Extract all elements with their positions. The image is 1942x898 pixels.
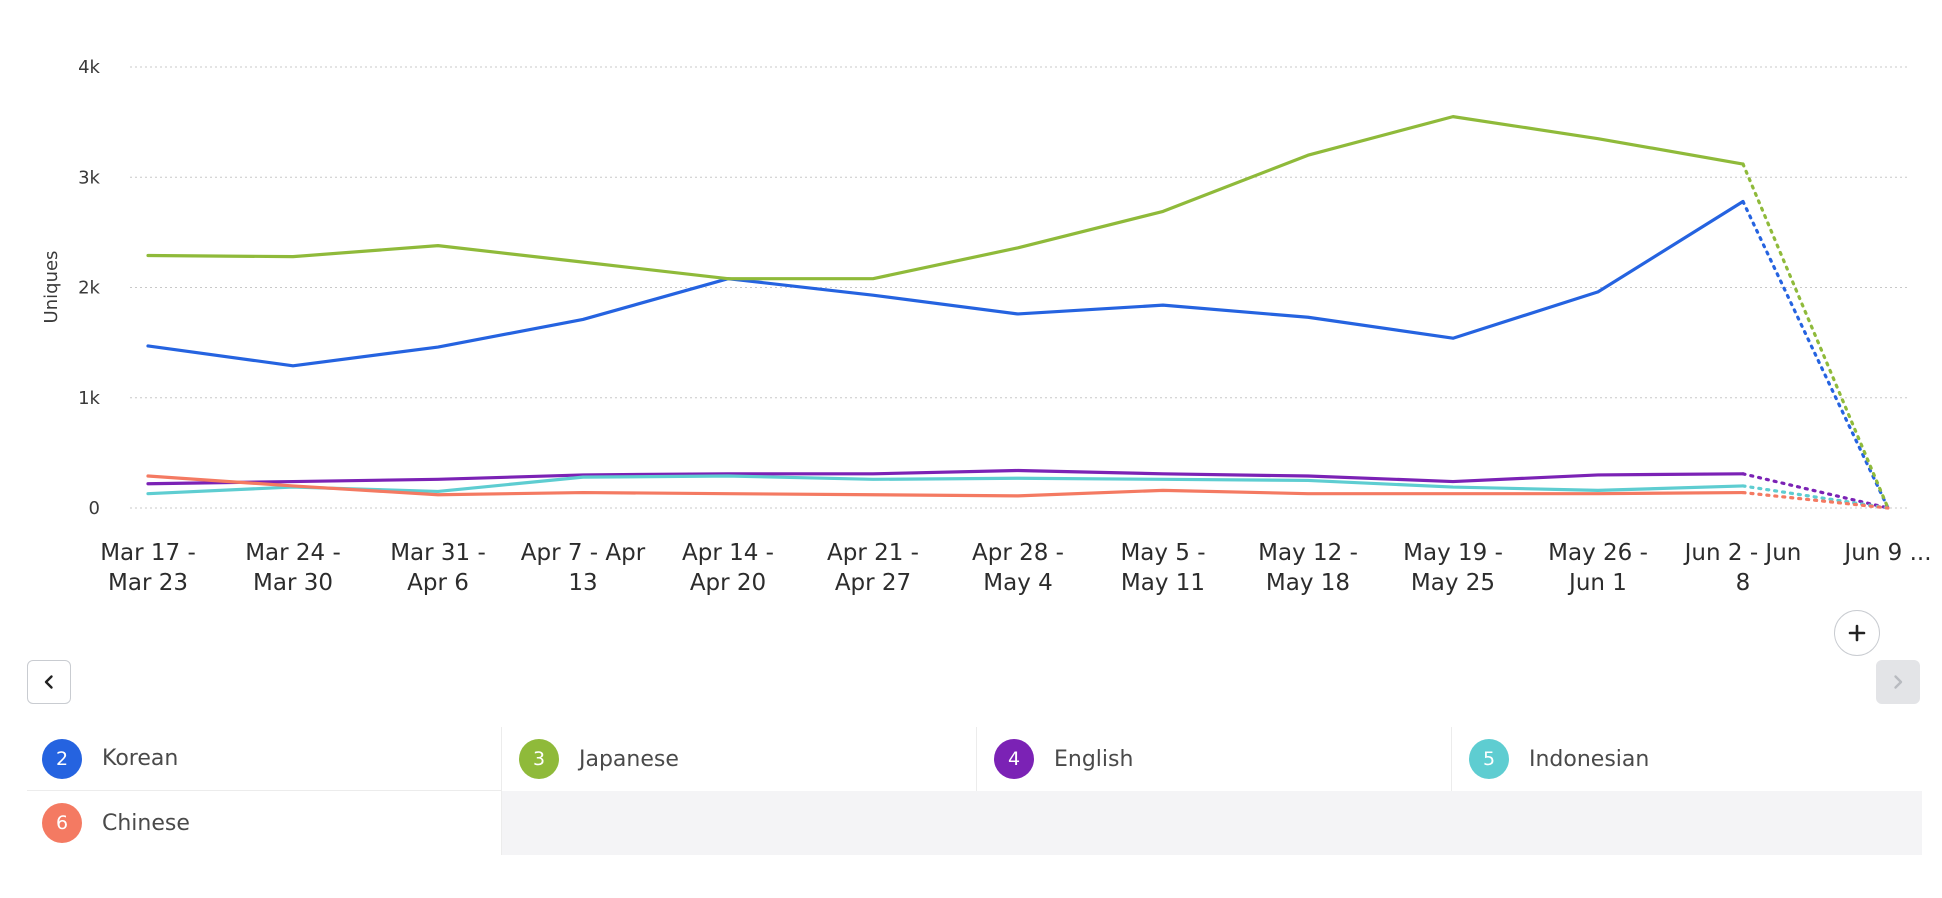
legend-label: Korean: [102, 746, 179, 771]
series-line-incomplete: [1741, 162, 1890, 510]
legend-empty-area: [502, 791, 1922, 855]
legend-label: Chinese: [102, 810, 190, 836]
x-tick-label: May 19 -May 25: [1403, 540, 1503, 596]
x-tick-label: Apr 7 - Apr 13: [521, 540, 646, 596]
x-axis-ticks: Mar 17 -Mar 23 Mar 24 -Mar 30 Mar 31 -Apr …: [100, 540, 1931, 596]
grid-lines: [130, 66, 1908, 509]
x-tick-label: May 12 -May 18: [1258, 540, 1358, 596]
series-japanese: [146, 115, 1890, 510]
x-tick-label: Apr 14 -Apr 20: [682, 540, 774, 596]
legend-label: Japanese: [579, 746, 679, 772]
legend-badge: 5: [1469, 739, 1509, 779]
x-tick-label: Mar 17 -Mar 23: [100, 540, 196, 596]
y-tick-label: 3k: [78, 167, 100, 188]
series-line-incomplete: [1741, 484, 1890, 510]
series-korean: [146, 199, 1890, 510]
legend-item-indonesian[interactable]: 5 Indonesian: [1454, 727, 1922, 791]
x-tick-label: Apr 21 -Apr 27: [827, 540, 919, 596]
chevron-right-icon: [1894, 675, 1903, 689]
x-tick-label: May 5 -May 11: [1120, 540, 1205, 596]
y-tick-label: 4k: [78, 57, 100, 78]
y-tick-label: 0: [89, 498, 100, 519]
legend-badge: 2: [42, 738, 82, 779]
x-tick-label: Mar 24 -Mar 30: [245, 540, 341, 596]
x-tick-label: Jun 2 - Jun 8: [1683, 540, 1802, 596]
x-tick-label: May 26 -Jun 1: [1548, 540, 1648, 596]
legend-label: Indonesian: [1529, 746, 1650, 772]
x-tick-label: Apr 28 -May 4: [972, 540, 1064, 596]
legend-badge: 6: [42, 803, 82, 843]
series-line-incomplete: [1741, 472, 1890, 510]
plus-icon: [1848, 624, 1866, 642]
series-line: [146, 468, 1745, 486]
series-chinese: [146, 474, 1890, 510]
line-chart: 0 1k 2k 3k 4k Uniques Mar 17 -Mar 23 Mar 24 -…: [41, 57, 1932, 596]
series-english: [146, 468, 1890, 510]
series-line-incomplete: [1741, 199, 1890, 510]
legend-item-japanese[interactable]: 3 Japanese: [504, 727, 977, 791]
series-lines: [146, 115, 1890, 510]
x-tick-label: Jun 9 ...: [1842, 540, 1931, 566]
chevron-left-icon: [44, 675, 53, 689]
series-line: [146, 115, 1745, 281]
y-axis-label: Uniques: [41, 251, 62, 324]
legend-badge: 4: [994, 739, 1034, 779]
legend-item-korean[interactable]: 2 Korean: [27, 727, 502, 791]
series-line: [146, 474, 1745, 498]
x-tick-label: Mar 31 -Apr 6: [390, 540, 486, 596]
legend-badge: 3: [519, 739, 559, 779]
y-tick-label: 2k: [78, 278, 100, 299]
legend-item-chinese[interactable]: 6 Chinese: [27, 791, 502, 855]
legend-label: English: [1054, 746, 1134, 772]
next-page-button[interactable]: [1876, 660, 1920, 704]
legend-item-english[interactable]: 4 English: [979, 727, 1452, 791]
add-button[interactable]: [1834, 610, 1880, 656]
legend: 2 Korean 3 Japanese 4 English 5 Indonesian 6 Chin…: [27, 727, 1922, 855]
previous-page-button[interactable]: [27, 660, 71, 704]
series-line: [146, 474, 1745, 496]
y-axis-ticks: 0 1k 2k 3k 4k: [78, 57, 100, 519]
series-line-incomplete: [1741, 490, 1890, 510]
series-line: [146, 199, 1745, 368]
y-tick-label: 1k: [78, 388, 100, 409]
